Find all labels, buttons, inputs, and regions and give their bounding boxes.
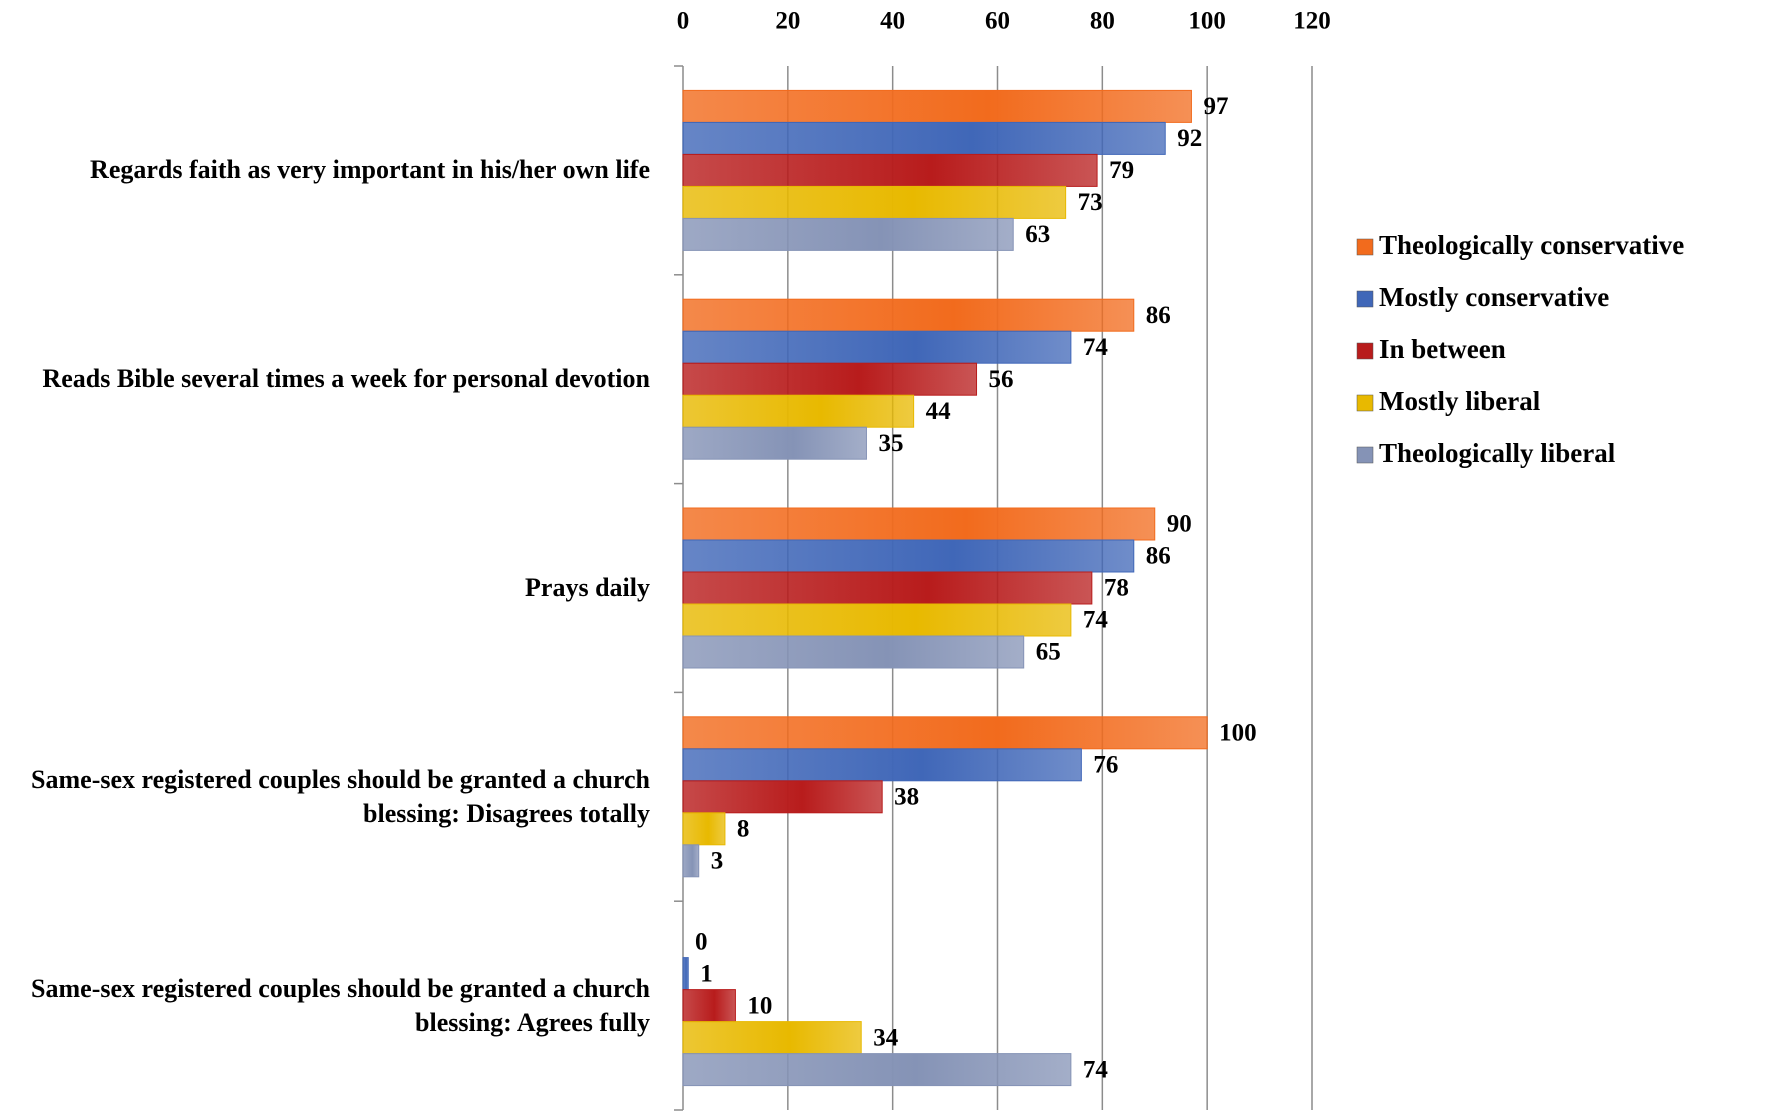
category-label: Same-sex registered couples should be gr…	[31, 973, 650, 1037]
bar	[682, 603, 1072, 637]
legend-swatch	[1356, 446, 1374, 464]
bar	[682, 716, 1208, 750]
value-label: 74	[1083, 1056, 1109, 1083]
x-tick-label: 60	[985, 8, 1010, 35]
value-label: 44	[926, 398, 952, 425]
value-label: 100	[1219, 720, 1257, 747]
value-label: 73	[1078, 189, 1103, 216]
value-label: 63	[1025, 221, 1050, 248]
bar	[682, 812, 726, 846]
x-tick-label: 120	[1293, 8, 1331, 35]
x-tick-label: 0	[677, 8, 690, 35]
legend-swatch	[1356, 238, 1374, 256]
bar	[682, 844, 700, 878]
category-label: Reads Bible several times a week for per…	[42, 364, 650, 394]
value-label: 10	[747, 992, 772, 1019]
bar	[682, 507, 1156, 541]
value-label: 78	[1104, 575, 1129, 602]
value-label: 65	[1036, 639, 1061, 666]
bar	[682, 989, 736, 1023]
bar	[682, 1053, 1072, 1087]
value-label: 35	[878, 430, 903, 457]
category-label: Same-sex registered couples should be gr…	[31, 764, 650, 828]
legend-label: Theologically conservative	[1379, 230, 1684, 260]
value-label: 86	[1146, 302, 1171, 329]
bar	[682, 539, 1135, 573]
bar	[682, 330, 1072, 364]
value-label: 56	[989, 366, 1014, 393]
x-tick-label: 80	[1090, 8, 1115, 35]
legend-swatch	[1356, 290, 1374, 308]
category-label: Regards faith as very important in his/h…	[90, 155, 650, 185]
value-label: 0	[695, 928, 708, 955]
value-label: 97	[1203, 93, 1228, 120]
bar	[682, 426, 867, 460]
bar	[682, 571, 1093, 605]
bar	[682, 153, 1098, 187]
bar	[682, 635, 1025, 669]
bar	[682, 185, 1067, 219]
bar	[682, 298, 1135, 332]
value-label: 86	[1146, 543, 1171, 570]
legend-label: In between	[1379, 334, 1506, 364]
value-label: 8	[737, 816, 750, 843]
category-label: Prays daily	[525, 573, 650, 602]
x-tick-label: 20	[775, 8, 800, 35]
x-tick-label: 100	[1188, 8, 1226, 35]
value-label: 92	[1177, 125, 1202, 152]
bar	[682, 957, 689, 991]
value-label: 3	[711, 848, 724, 875]
value-label: 74	[1083, 607, 1109, 634]
bar	[682, 748, 1082, 782]
bar	[682, 780, 883, 814]
value-label: 79	[1109, 157, 1134, 184]
legend-label: Mostly conservative	[1379, 282, 1609, 312]
x-tick-label: 40	[880, 8, 905, 35]
legend-label: Mostly liberal	[1379, 386, 1541, 416]
bar	[682, 121, 1166, 155]
value-label: 90	[1167, 511, 1192, 538]
legend-swatch	[1356, 394, 1374, 412]
bar	[682, 217, 1014, 251]
bar	[682, 362, 978, 396]
legend-swatch	[1356, 342, 1374, 360]
value-label: 38	[894, 784, 919, 811]
value-label: 34	[873, 1024, 899, 1051]
value-label: 1	[700, 960, 713, 987]
value-label: 74	[1083, 334, 1109, 361]
bar	[682, 1021, 862, 1055]
value-label: 76	[1093, 752, 1118, 779]
legend-label: Theologically liberal	[1379, 438, 1616, 468]
bar	[682, 89, 1192, 123]
bar	[682, 394, 915, 428]
